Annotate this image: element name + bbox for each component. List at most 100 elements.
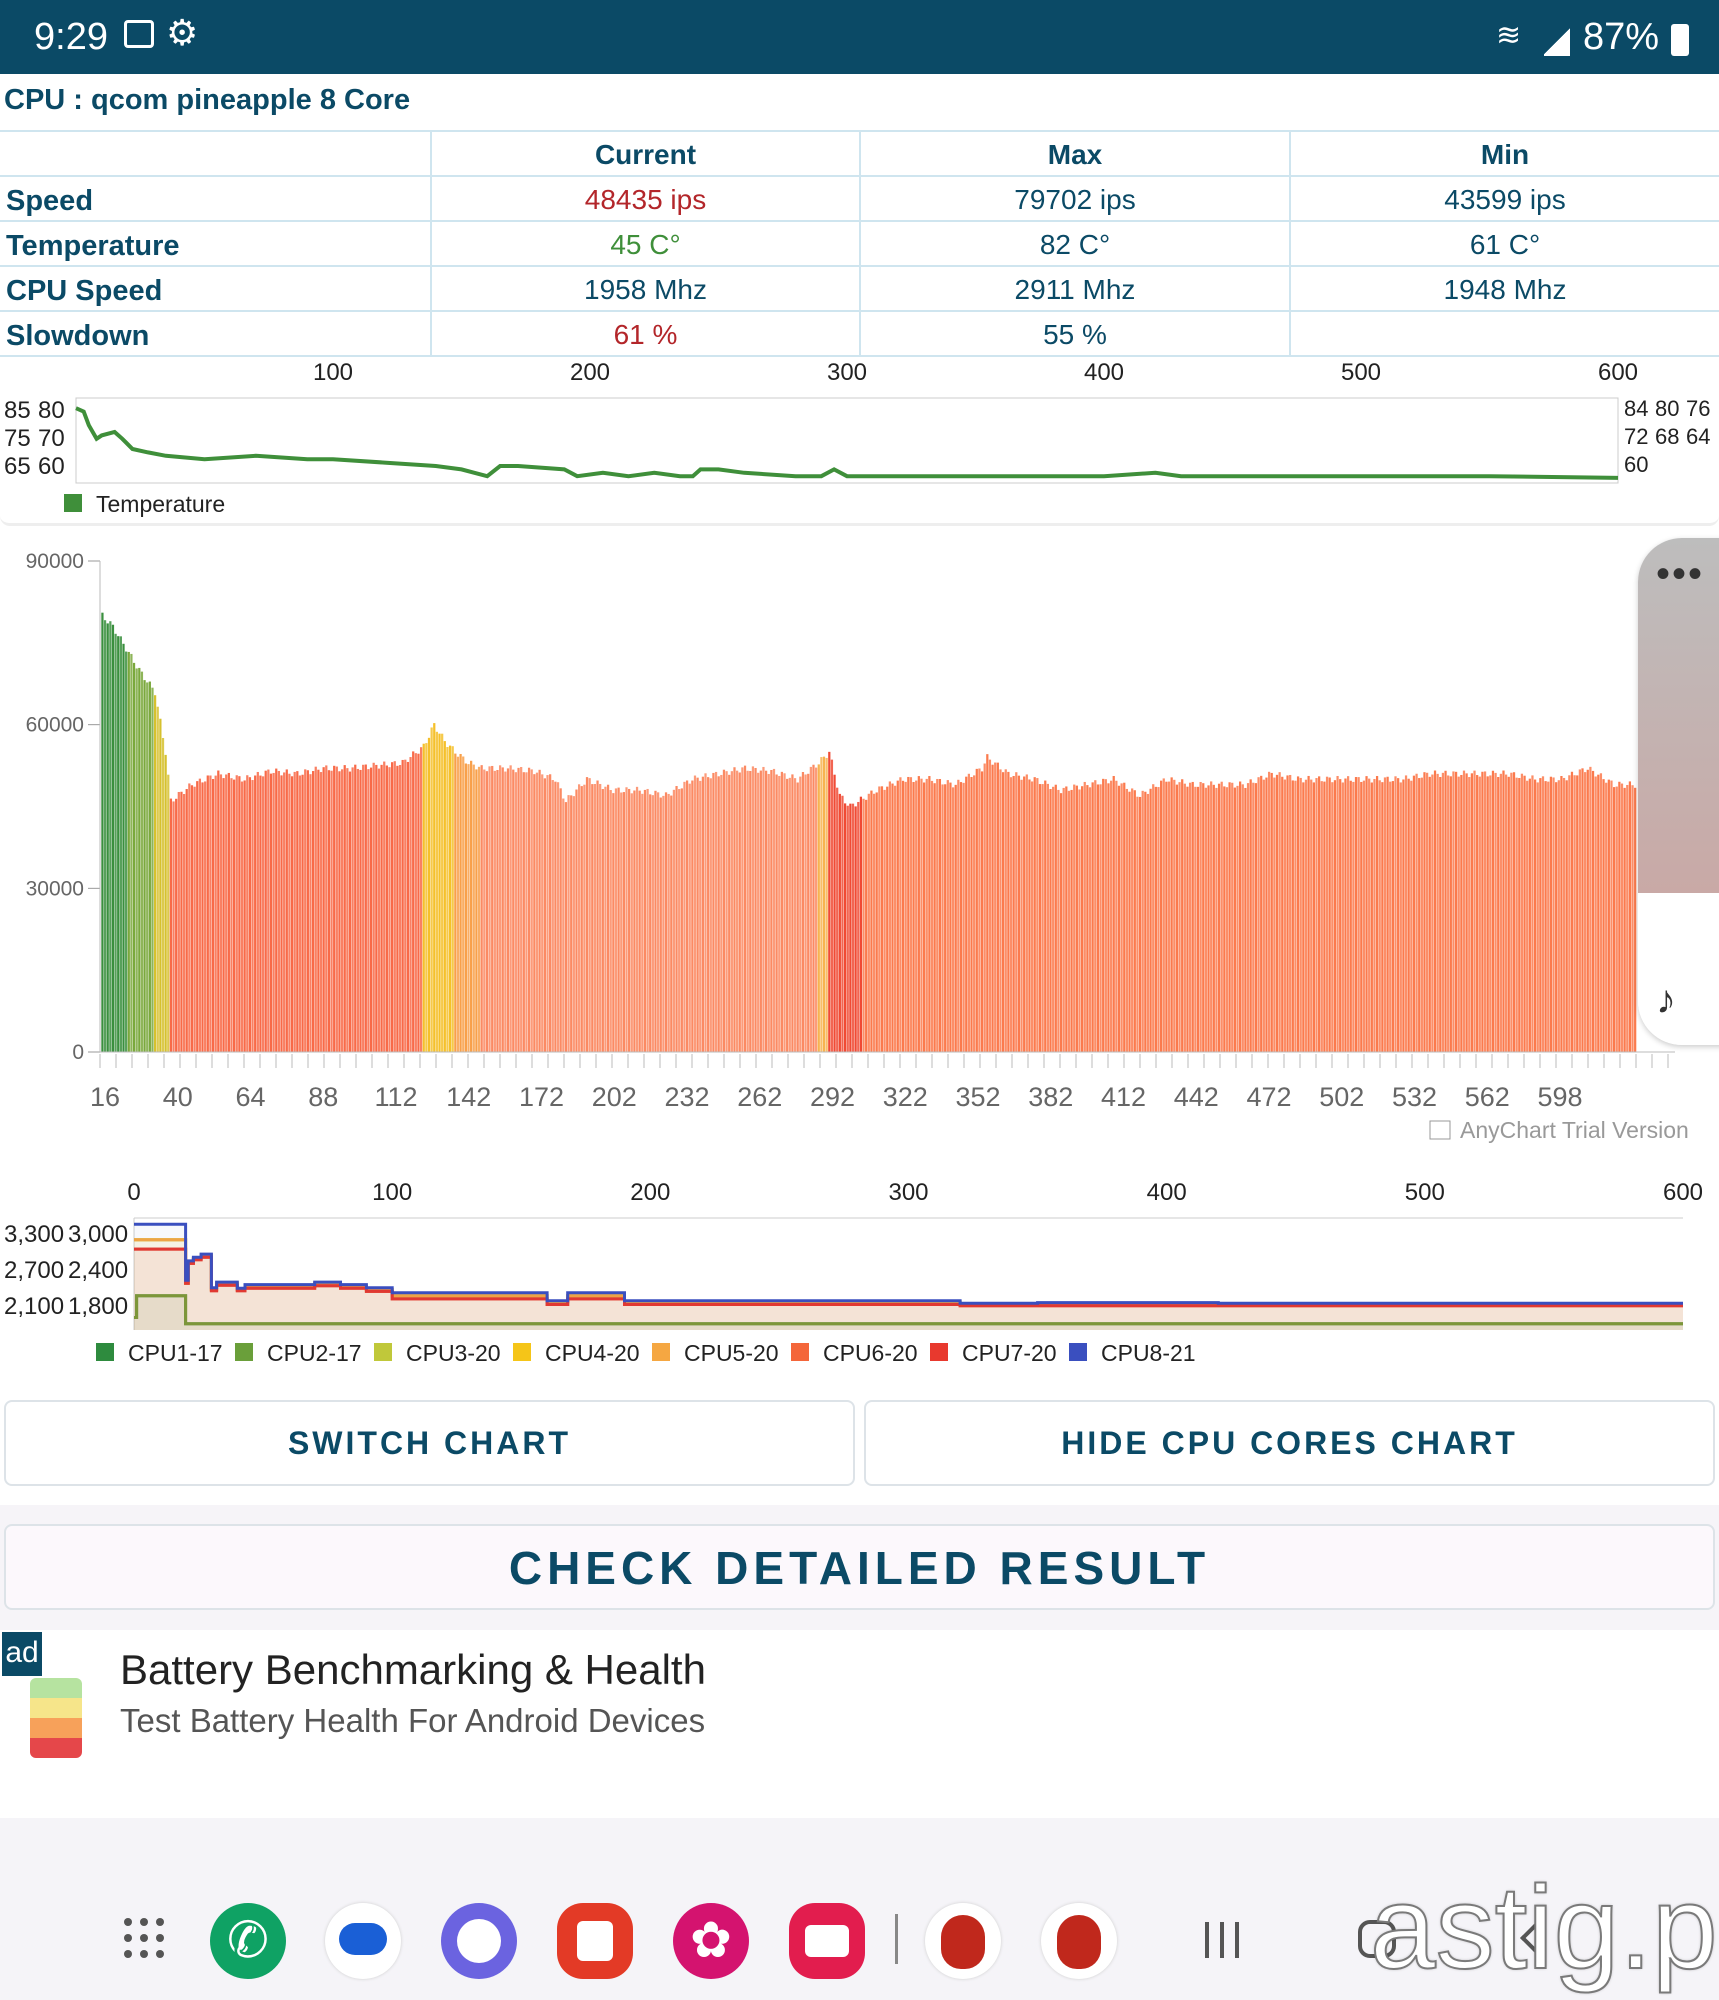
bar <box>928 776 931 1052</box>
bar <box>122 643 125 1052</box>
bar <box>159 718 162 1052</box>
ad-badge: ad <box>2 1632 42 1676</box>
bar <box>941 784 944 1052</box>
bar <box>525 772 528 1052</box>
bar <box>1091 782 1094 1052</box>
bar <box>804 774 807 1052</box>
hide-cpu-cores-chart-button[interactable]: HIDE CPU CORES CHART <box>864 1400 1715 1486</box>
messages-app-icon[interactable] <box>325 1903 401 1979</box>
camera-app-icon[interactable] <box>789 1903 865 1979</box>
bar <box>973 775 976 1052</box>
recents-button[interactable] <box>1205 1922 1239 1958</box>
bar <box>925 778 928 1052</box>
bar <box>117 636 120 1052</box>
bar <box>1038 784 1042 1052</box>
bar <box>204 781 207 1052</box>
bar <box>404 759 407 1052</box>
bar <box>533 774 536 1052</box>
bar <box>1402 779 1405 1052</box>
bar <box>1431 774 1434 1052</box>
bar <box>767 773 770 1052</box>
bar <box>322 767 325 1052</box>
bar <box>1217 783 1221 1052</box>
notes-app-icon[interactable] <box>557 1903 633 1979</box>
switch-chart-button[interactable]: SWITCH CHART <box>4 1400 855 1486</box>
bar <box>791 774 794 1052</box>
bar <box>151 687 154 1052</box>
wifi-icon: ≋ <box>1496 19 1522 52</box>
bar <box>156 706 159 1052</box>
bar <box>549 774 552 1052</box>
bar <box>714 771 718 1052</box>
ad-title[interactable]: Battery Benchmarking & Health <box>120 1646 706 1693</box>
bar <box>1552 777 1555 1052</box>
bar <box>601 789 604 1052</box>
bar <box>1410 780 1413 1052</box>
bar <box>846 805 849 1052</box>
bar <box>1631 785 1634 1052</box>
bar <box>622 792 626 1052</box>
antutu-app-icon[interactable] <box>925 1903 1001 1979</box>
bar <box>1289 774 1292 1052</box>
bar <box>488 766 491 1052</box>
bar <box>1025 774 1028 1052</box>
cell-min: 61 C° <box>1289 222 1719 267</box>
antutu-3d-app-icon[interactable] <box>1041 1903 1117 1979</box>
bar <box>1299 777 1302 1052</box>
bar <box>1188 782 1192 1052</box>
gallery-app-icon[interactable]: ✿ <box>673 1903 749 1979</box>
bar <box>1615 786 1618 1052</box>
music-icon[interactable]: ♪ <box>1656 978 1676 1022</box>
bar <box>1136 796 1139 1052</box>
bar <box>696 777 699 1052</box>
bar <box>1412 775 1416 1052</box>
series-area <box>134 1239 1683 1330</box>
bar <box>1473 770 1476 1052</box>
bar <box>1294 780 1297 1052</box>
status-bar: 9:29 ⚙ ≋ 87% <box>0 0 1719 74</box>
bar <box>1339 779 1342 1052</box>
bar <box>988 759 992 1052</box>
bar <box>894 785 897 1052</box>
bar <box>372 762 375 1052</box>
bar <box>272 772 275 1052</box>
bar <box>1231 782 1234 1052</box>
bar <box>180 791 183 1052</box>
bar <box>880 786 884 1052</box>
bar <box>140 671 144 1052</box>
phone-app-icon[interactable]: ✆ <box>210 1903 286 1979</box>
bar <box>1397 778 1400 1052</box>
bar <box>1094 780 1097 1052</box>
bar <box>1528 778 1531 1052</box>
bar <box>103 620 107 1052</box>
home-button[interactable] <box>1358 1920 1396 1958</box>
bar <box>1491 770 1495 1052</box>
bar <box>683 781 686 1052</box>
floating-side-panel[interactable]: ••• ♪ <box>1638 538 1719 1045</box>
bar <box>1078 789 1081 1052</box>
bar <box>1547 781 1550 1052</box>
more-icon[interactable]: ••• <box>1656 552 1705 596</box>
app-drawer-icon[interactable] <box>124 1918 164 1958</box>
bar <box>280 775 283 1052</box>
internet-app-icon[interactable] <box>441 1903 517 1979</box>
battery-app-icon <box>30 1678 82 1758</box>
x-tick-label: 292 <box>810 1082 855 1112</box>
bar <box>1357 777 1360 1052</box>
bar <box>1262 779 1265 1052</box>
bar <box>609 790 612 1052</box>
bar <box>870 790 873 1052</box>
bar <box>912 782 915 1052</box>
bar <box>1062 787 1065 1052</box>
bar <box>1457 776 1460 1052</box>
check-detailed-result-button[interactable]: CHECK DETAILED RESULT <box>4 1524 1715 1610</box>
bar <box>161 737 165 1052</box>
bar <box>944 784 947 1052</box>
bar <box>915 780 918 1052</box>
bar <box>1394 776 1397 1052</box>
bar <box>807 773 810 1052</box>
cell-max: 55 % <box>859 312 1289 357</box>
bar <box>1152 784 1155 1052</box>
bar <box>1391 781 1395 1052</box>
ad-banner[interactable]: ad Battery Benchmarking & Health Test Ba… <box>0 1632 1719 1818</box>
